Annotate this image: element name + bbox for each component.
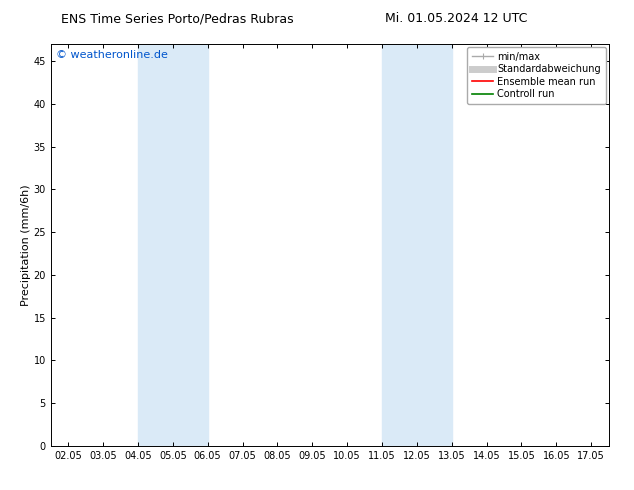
Text: ENS Time Series Porto/Pedras Rubras: ENS Time Series Porto/Pedras Rubras <box>61 12 294 25</box>
Bar <box>138 44 207 446</box>
Text: Mi. 01.05.2024 12 UTC: Mi. 01.05.2024 12 UTC <box>385 12 527 25</box>
Y-axis label: Precipitation (mm/6h): Precipitation (mm/6h) <box>20 184 30 306</box>
Text: © weatheronline.de: © weatheronline.de <box>56 50 168 60</box>
Bar <box>382 44 451 446</box>
Legend: min/max, Standardabweichung, Ensemble mean run, Controll run: min/max, Standardabweichung, Ensemble me… <box>467 47 605 104</box>
